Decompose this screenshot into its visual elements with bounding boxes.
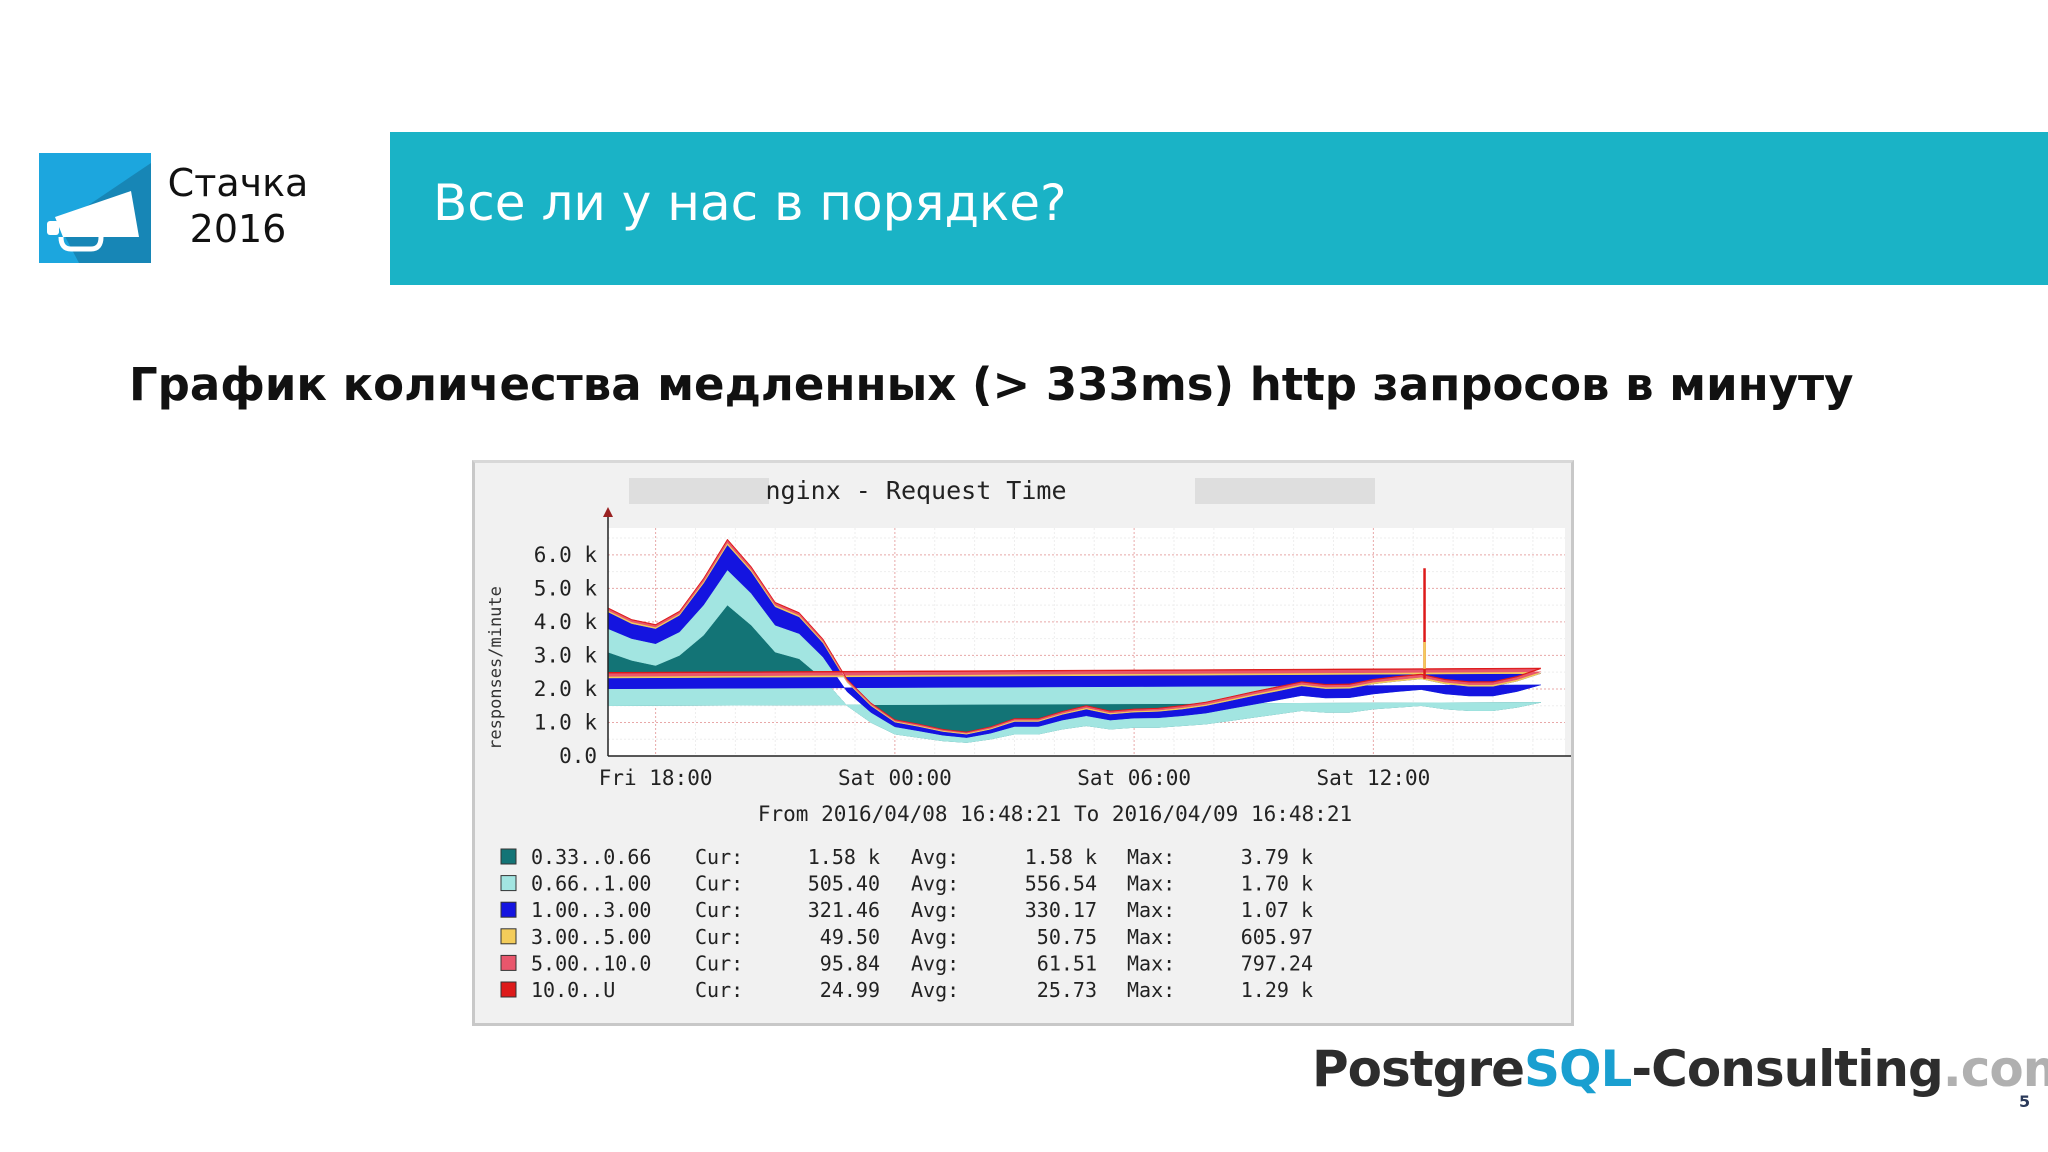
brand-consulting: -Consulting bbox=[1631, 1040, 1943, 1098]
legend-avg-value: 1.58 k bbox=[1025, 845, 1097, 869]
legend-max-label: Max: bbox=[1127, 951, 1175, 975]
brand-sql: SQL bbox=[1524, 1040, 1632, 1098]
legend-max-label: Max: bbox=[1127, 845, 1175, 869]
y-axis-label: responses/minute bbox=[486, 586, 506, 750]
legend-cur-value: 95.84 bbox=[820, 951, 880, 975]
legend-swatch bbox=[500, 848, 517, 865]
legend-series-name: 3.00..5.00 bbox=[531, 925, 651, 949]
legend-swatch bbox=[500, 901, 517, 918]
x-tick-label: Fri 18:00 bbox=[599, 766, 713, 790]
x-tick-label: Sat 00:00 bbox=[838, 766, 952, 790]
legend-max-label: Max: bbox=[1127, 872, 1175, 896]
slide-title-bar: Все ли у нас в порядке? bbox=[390, 132, 2048, 285]
legend-avg-label: Avg: bbox=[911, 845, 959, 869]
legend-max-value: 797.24 bbox=[1241, 951, 1313, 975]
footer-brand: PostgreSQL-Consulting.com bbox=[1312, 1040, 2048, 1098]
slide-title: Все ли у нас в порядке? bbox=[433, 174, 1067, 232]
brand-com: .com bbox=[1942, 1040, 2048, 1098]
legend-series-name: 0.66..1.00 bbox=[531, 872, 651, 896]
legend-cur-value: 1.58 k bbox=[808, 845, 880, 869]
y-tick-label: 2.0 k bbox=[534, 677, 598, 701]
y-tick-label: 3.0 k bbox=[534, 643, 598, 667]
legend-max-label: Max: bbox=[1127, 925, 1175, 949]
legend-cur-value: 321.46 bbox=[808, 898, 880, 922]
legend-avg-label: Avg: bbox=[911, 978, 959, 1002]
legend-avg-value: 25.73 bbox=[1037, 978, 1097, 1002]
legend-avg-value: 556.54 bbox=[1025, 872, 1097, 896]
legend-cur-label: Cur: bbox=[695, 845, 743, 869]
conference-logo bbox=[39, 153, 151, 263]
legend-series-name: 0.33..0.66 bbox=[531, 845, 651, 869]
megaphone-icon bbox=[47, 163, 151, 263]
legend-avg-label: Avg: bbox=[911, 872, 959, 896]
slide-subtitle: График количества медленных (> 333ms) ht… bbox=[129, 358, 1854, 411]
legend-swatch bbox=[500, 981, 517, 998]
legend-series-name: 10.0..U bbox=[531, 978, 615, 1002]
rrd-graph-panel: nginx - Request Time responses/minute 0.… bbox=[472, 460, 1574, 1026]
legend-cur-value: 24.99 bbox=[820, 978, 880, 1002]
legend-cur-label: Cur: bbox=[695, 978, 743, 1002]
legend-max-value: 3.79 k bbox=[1241, 845, 1313, 869]
legend-avg-value: 330.17 bbox=[1025, 898, 1097, 922]
legend-max-value: 1.07 k bbox=[1241, 898, 1313, 922]
legend-swatch bbox=[500, 954, 517, 971]
legend-series-name: 5.00..10.0 bbox=[531, 951, 651, 975]
legend-swatch bbox=[500, 875, 517, 892]
legend-max-label: Max: bbox=[1127, 978, 1175, 1002]
x-axis-range: From 2016/04/08 16:48:21 To 2016/04/09 1… bbox=[758, 802, 1352, 826]
chart-title: nginx - Request Time bbox=[765, 476, 1066, 505]
legend-series-name: 1.00..3.00 bbox=[531, 898, 651, 922]
legend-cur-label: Cur: bbox=[695, 872, 743, 896]
legend-avg-label: Avg: bbox=[911, 898, 959, 922]
legend-cur-label: Cur: bbox=[695, 898, 743, 922]
conference-year: 2016 bbox=[189, 207, 287, 251]
conference-name: Стачка 2016 bbox=[163, 160, 313, 252]
legend-avg-label: Avg: bbox=[911, 951, 959, 975]
legend-avg-label: Avg: bbox=[911, 925, 959, 949]
legend-max-value: 1.29 k bbox=[1241, 978, 1313, 1002]
legend-max-value: 605.97 bbox=[1241, 925, 1313, 949]
legend-max-value: 1.70 k bbox=[1241, 872, 1313, 896]
legend-avg-value: 50.75 bbox=[1037, 925, 1097, 949]
legend-cur-label: Cur: bbox=[695, 925, 743, 949]
legend-cur-value: 505.40 bbox=[808, 872, 880, 896]
blurred-title-left bbox=[629, 478, 769, 504]
legend-max-label: Max: bbox=[1127, 898, 1175, 922]
y-axis-arrow bbox=[603, 507, 613, 517]
y-tick-label: 0.0 bbox=[559, 744, 597, 768]
y-tick-label: 6.0 k bbox=[534, 543, 598, 567]
legend-cur-value: 49.50 bbox=[820, 925, 880, 949]
legend-cur-label: Cur: bbox=[695, 951, 743, 975]
y-tick-label: 5.0 k bbox=[534, 576, 598, 600]
conference-title: Стачка bbox=[167, 161, 309, 205]
request-time-chart: nginx - Request Time responses/minute 0.… bbox=[486, 476, 1571, 1002]
x-tick-label: Sat 06:00 bbox=[1077, 766, 1191, 790]
blurred-title-right bbox=[1195, 478, 1375, 504]
page-number: 5 bbox=[2019, 1092, 2031, 1111]
legend-avg-value: 61.51 bbox=[1037, 951, 1097, 975]
y-tick-label: 1.0 k bbox=[534, 710, 598, 734]
y-tick-label: 4.0 k bbox=[534, 610, 598, 634]
brand-postgre: Postgre bbox=[1312, 1040, 1525, 1098]
legend-swatch bbox=[500, 928, 517, 945]
x-tick-label: Sat 12:00 bbox=[1316, 766, 1430, 790]
